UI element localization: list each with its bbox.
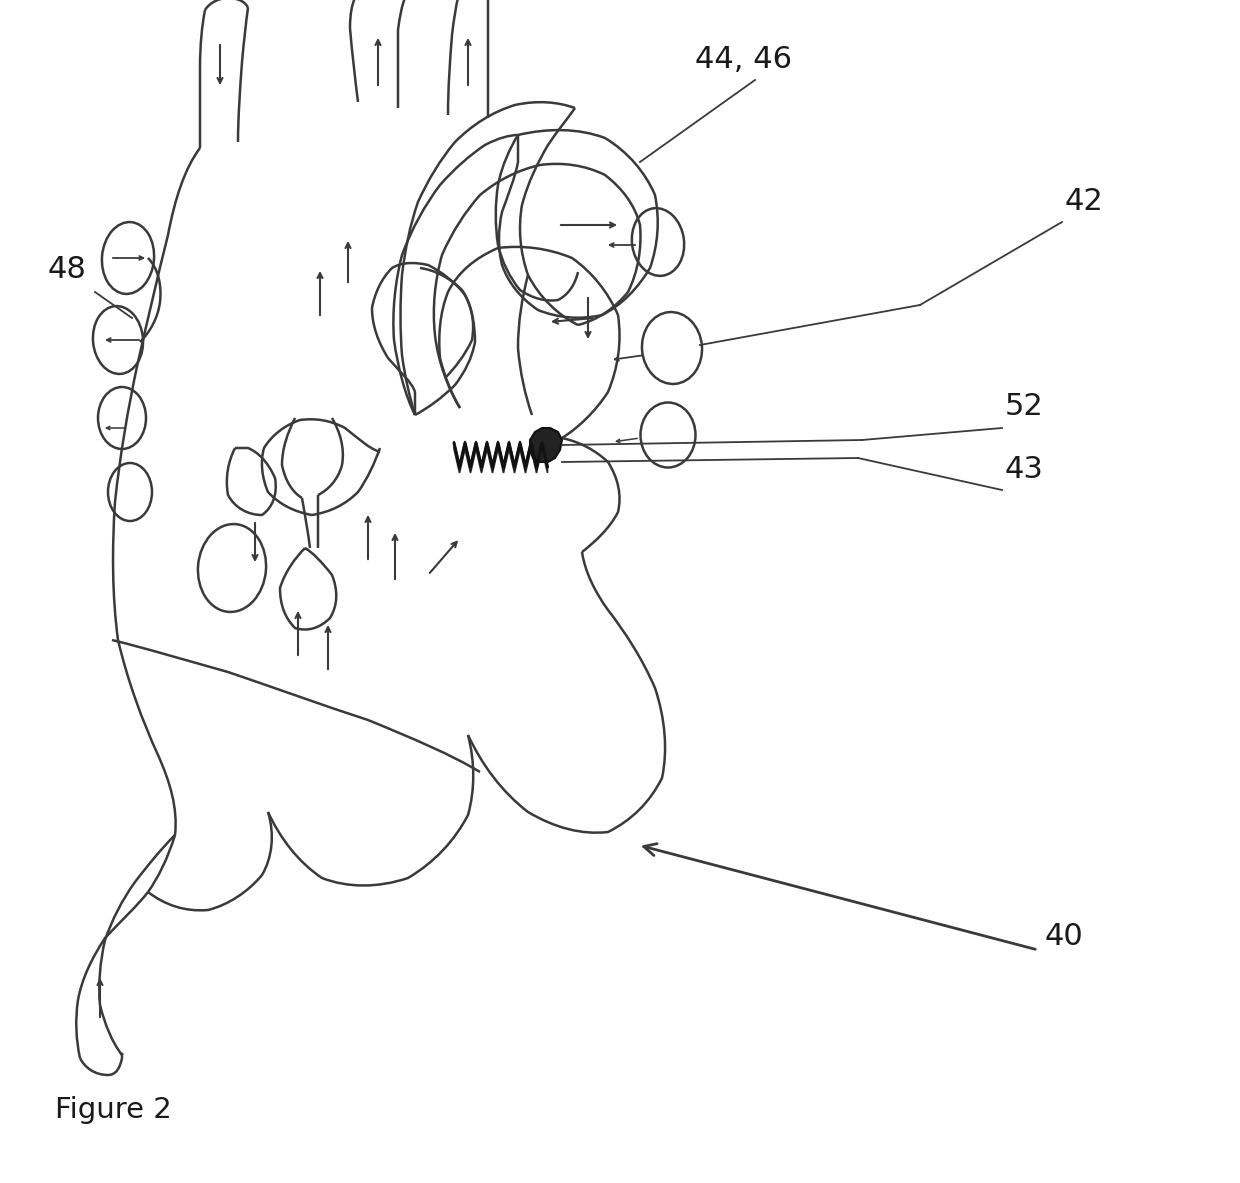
Text: Figure 2: Figure 2 [55,1095,172,1124]
Text: 43: 43 [1004,455,1044,484]
Text: 42: 42 [1065,187,1104,216]
Polygon shape [454,441,548,473]
Polygon shape [529,428,562,463]
Text: 40: 40 [1045,922,1084,951]
Text: 52: 52 [1004,392,1044,421]
Text: 48: 48 [48,256,87,284]
Text: 44, 46: 44, 46 [694,45,792,75]
